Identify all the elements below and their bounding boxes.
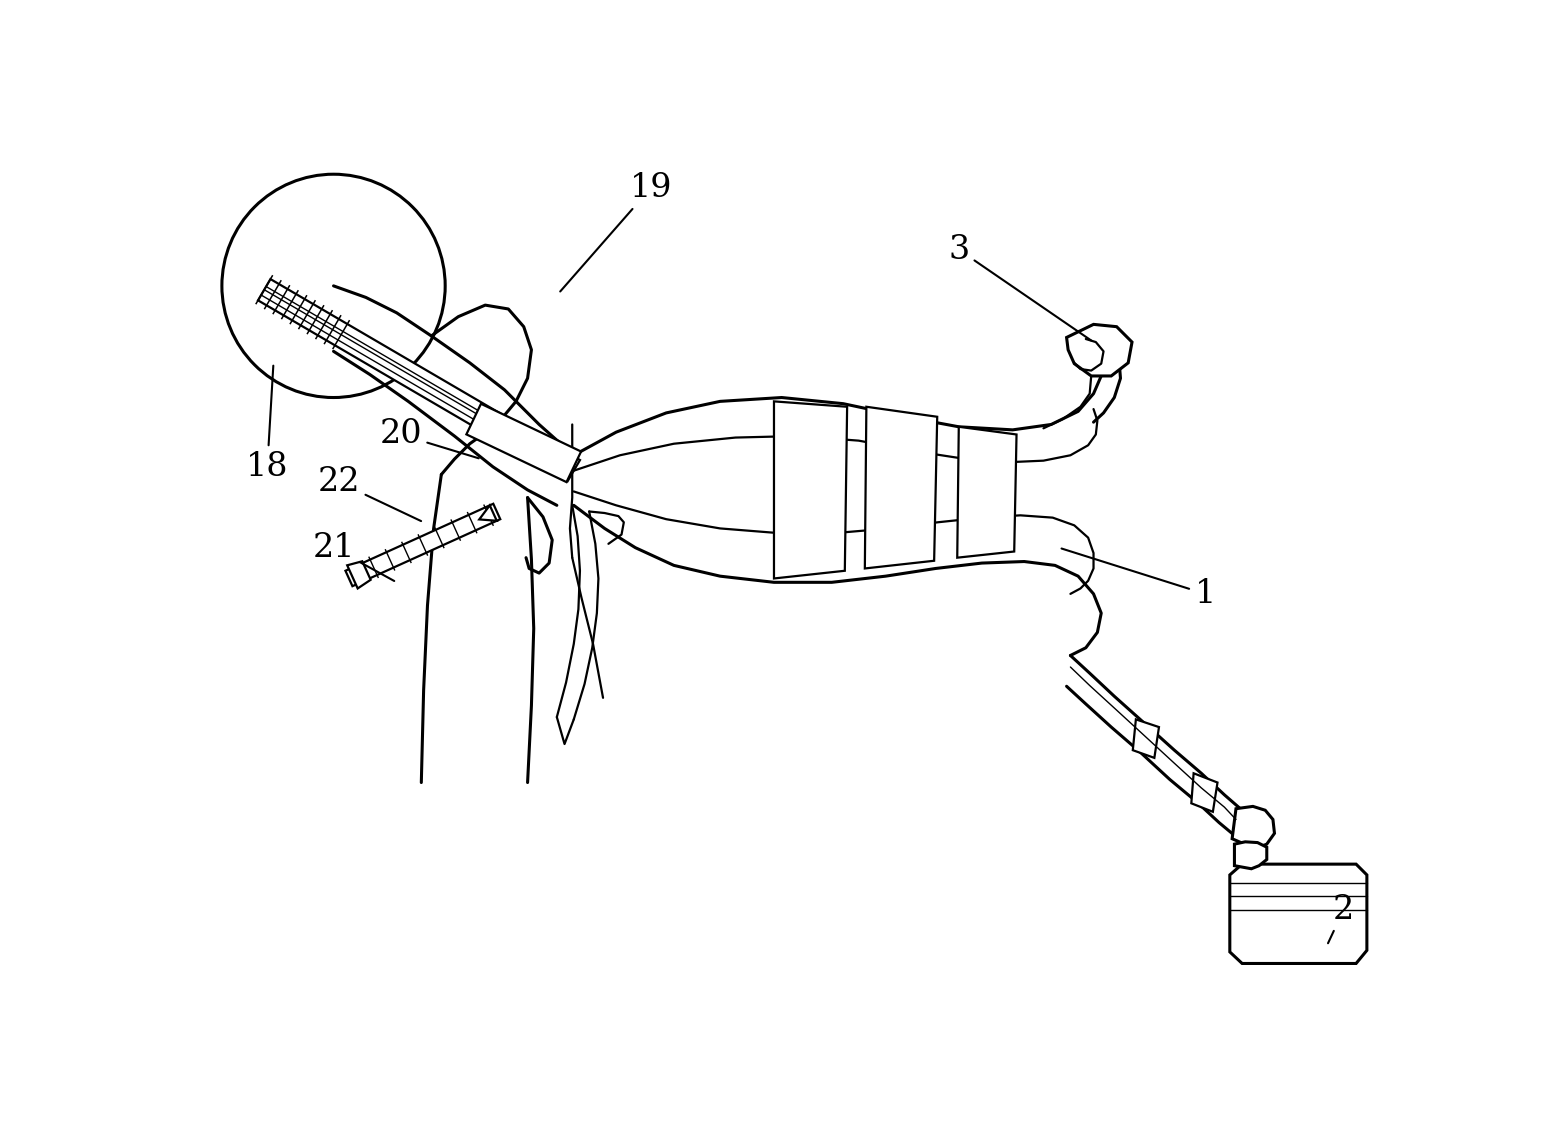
- Polygon shape: [467, 404, 581, 482]
- Polygon shape: [1133, 719, 1159, 758]
- Text: 20: 20: [379, 418, 479, 458]
- Text: 3: 3: [948, 234, 1091, 340]
- Text: 22: 22: [317, 466, 421, 521]
- Polygon shape: [1234, 841, 1267, 869]
- Text: 18: 18: [247, 365, 288, 483]
- Polygon shape: [479, 506, 496, 520]
- Circle shape: [222, 174, 445, 397]
- Text: 2: 2: [1328, 893, 1355, 943]
- Polygon shape: [957, 426, 1017, 558]
- Polygon shape: [1230, 864, 1367, 964]
- Polygon shape: [1233, 806, 1274, 848]
- Polygon shape: [345, 503, 501, 586]
- Text: 21: 21: [313, 532, 394, 581]
- Polygon shape: [865, 407, 937, 569]
- Polygon shape: [347, 561, 371, 588]
- Polygon shape: [257, 279, 579, 482]
- Polygon shape: [774, 402, 848, 578]
- Polygon shape: [1066, 325, 1133, 375]
- Polygon shape: [1191, 774, 1217, 812]
- Text: 19: 19: [561, 172, 672, 292]
- Text: 1: 1: [1062, 549, 1216, 610]
